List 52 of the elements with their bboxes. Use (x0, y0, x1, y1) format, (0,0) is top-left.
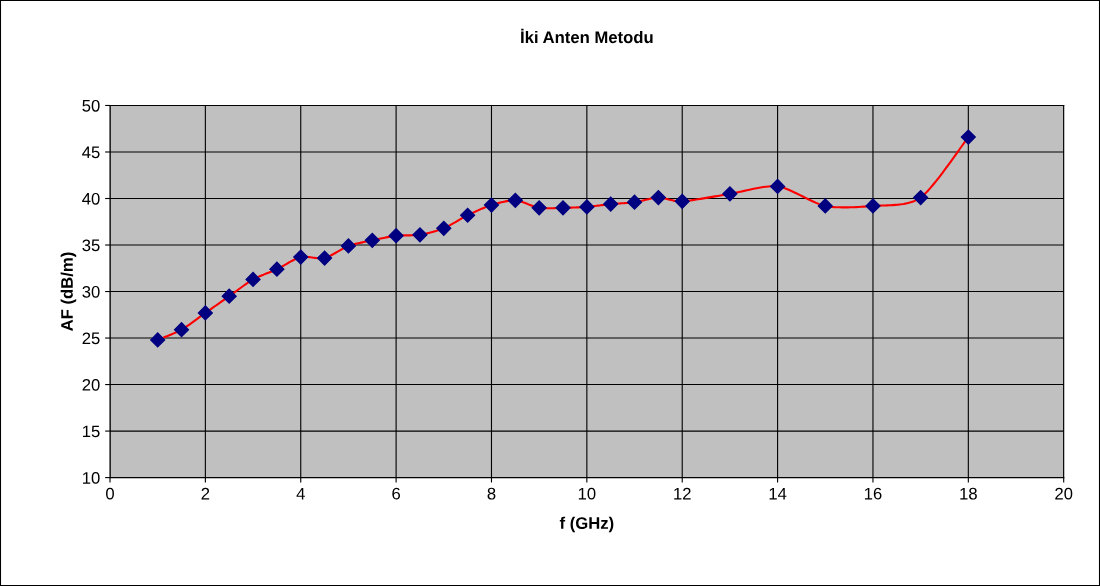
x-tick-label: 4 (296, 487, 305, 500)
point (388, 228, 404, 244)
y-tick-label: 10 (83, 471, 100, 484)
x-tick-label: 8 (487, 487, 496, 500)
y-tick-label: 40 (82, 192, 100, 205)
point (555, 200, 571, 216)
point (603, 196, 619, 212)
point (483, 197, 500, 213)
point (817, 198, 833, 214)
point (221, 288, 237, 304)
x-tick-label: 16 (864, 487, 882, 500)
point (317, 250, 333, 266)
point (579, 199, 595, 215)
x-tick-label: 14 (769, 487, 787, 500)
point (865, 198, 881, 214)
point (412, 227, 428, 243)
y-tick-label: 30 (82, 285, 100, 298)
point (460, 207, 476, 223)
x-tick-label: 2 (201, 487, 210, 500)
point (436, 220, 452, 236)
point (674, 193, 690, 209)
y-tick-label: 25 (82, 332, 100, 345)
y-axis-title: AF (dB/m) (60, 252, 77, 331)
x-tick-label: 20 (1055, 487, 1073, 500)
point (626, 194, 643, 210)
x-axis-title: f (GHz) (559, 516, 614, 533)
point (507, 192, 523, 208)
x-tick-label: 6 (392, 487, 401, 500)
x-tick-label: 0 (106, 487, 114, 500)
point (173, 322, 190, 338)
point (245, 271, 261, 288)
point (150, 332, 166, 348)
point (960, 129, 976, 145)
point (531, 200, 547, 216)
point (770, 178, 786, 194)
y-tick-label: 20 (82, 378, 100, 391)
x-tick-label: 12 (674, 487, 691, 500)
y-tick-label: 45 (82, 146, 100, 159)
y-tick-label: 35 (82, 239, 100, 252)
point (722, 186, 738, 202)
x-tick-label: 18 (960, 487, 977, 500)
point (340, 238, 356, 254)
x-tick-label: 10 (578, 487, 596, 500)
point (269, 261, 285, 277)
y-tick-label: 15 (83, 425, 100, 438)
point (364, 232, 380, 248)
chart-title: İki Anten Metodu (521, 28, 653, 44)
point (197, 305, 213, 321)
point (293, 249, 309, 265)
point (650, 190, 666, 206)
y-tick-label: 50 (82, 99, 100, 112)
point (913, 190, 929, 206)
